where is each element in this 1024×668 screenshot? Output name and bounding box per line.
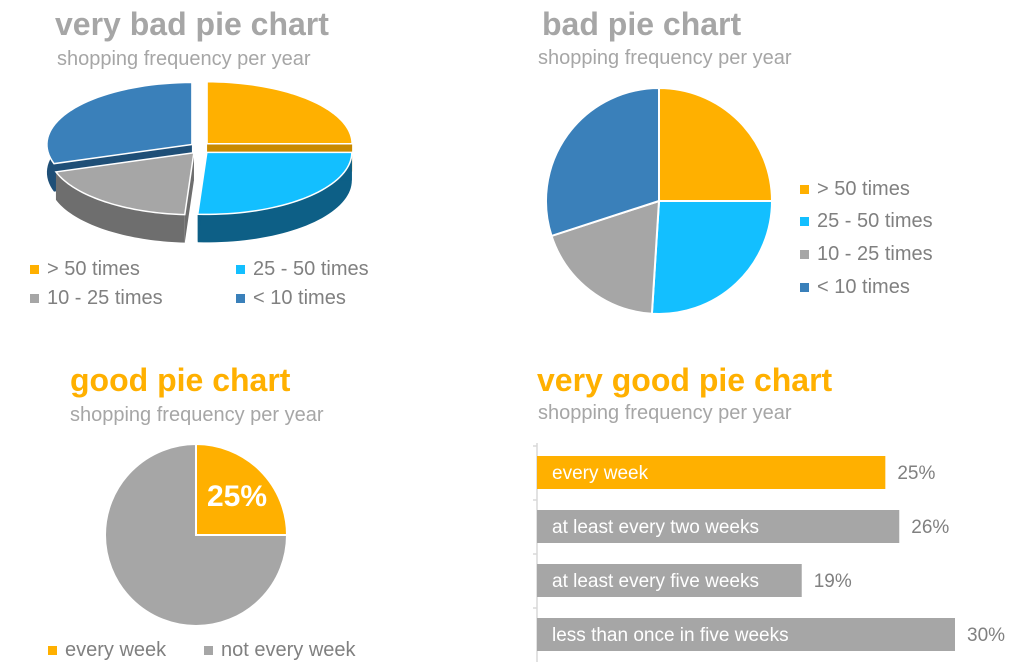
chart2-slice-3 (545, 86, 660, 238)
chart4-bar-label-3: less than once in five weeks (552, 625, 789, 646)
legend-label: 25 - 50 times (817, 210, 933, 232)
chart3-slice-1 (104, 442, 289, 627)
chart4-title: very good pie chart (537, 362, 833, 398)
chart1-legend-item-3: < 10 times (236, 287, 346, 310)
chart1-slice-2 (54, 151, 195, 216)
chart2-legend-item-3: < 10 times (800, 276, 910, 299)
chart2-slice-0 (658, 86, 774, 202)
chart3-slice-0 (195, 442, 289, 536)
legend-label: 10 - 25 times (817, 243, 933, 265)
chart1-slice-3 (46, 81, 193, 165)
legend-swatch (204, 646, 213, 655)
legend-swatch (30, 265, 39, 274)
chart2-legend-item-2: 10 - 25 times (800, 243, 933, 266)
chart2-slice-2 (550, 199, 661, 315)
chart4-value-label-2: 19% (814, 571, 852, 592)
chart4-bar-label-0: every week (552, 463, 649, 484)
chart4-value-label-0: 25% (897, 463, 935, 484)
chart3-legend: every week not every week (48, 639, 408, 665)
legend-label: < 10 times (817, 276, 910, 298)
legend-swatch (800, 250, 809, 259)
chart2-subtitle: shopping frequency per year (538, 47, 792, 69)
chart3-legend-item-0: every week (48, 639, 166, 662)
chart2-legend-item-0: > 50 times (800, 178, 910, 201)
legend-label: < 10 times (253, 287, 346, 309)
chart4-bar-label-1: at least every two weeks (552, 517, 759, 538)
chart4-bar-3 (537, 618, 955, 651)
chart4-value-label-1: 26% (911, 517, 949, 538)
chart1-legend-item-0: > 50 times (30, 258, 140, 281)
chart1-title: very bad pie chart (55, 6, 329, 42)
chart1-slice-0 (206, 81, 353, 145)
chart1-subtitle: shopping frequency per year (57, 48, 311, 70)
legend-label: every week (65, 639, 167, 661)
legend-swatch (48, 646, 57, 655)
legend-label: > 50 times (47, 258, 140, 280)
chart3-subtitle: shopping frequency per year (70, 404, 324, 426)
chart4-bar-0 (537, 456, 886, 489)
chart4-subtitle: shopping frequency per year (538, 402, 792, 424)
chart4-value-label-3: 30% (967, 625, 1005, 646)
legend-swatch (800, 185, 809, 194)
legend-label: not every week (221, 639, 356, 661)
chart2-title: bad pie chart (542, 6, 742, 42)
chart1-slice-1 (196, 151, 353, 216)
chart2-legend-item-1: 25 - 50 times (800, 210, 933, 233)
chart4-bar-1 (537, 510, 900, 543)
chart2-legend: > 50 times 25 - 50 times 10 - 25 times <… (800, 178, 1000, 308)
chart3-title: good pie chart (70, 362, 291, 398)
legend-label: 25 - 50 times (253, 258, 369, 280)
chart1-legend-item-1: 25 - 50 times (236, 258, 369, 281)
chart1-slice-side-2 (55, 171, 185, 243)
legend-swatch (30, 294, 39, 303)
chart1-legend-item-2: 10 - 25 times (30, 287, 163, 310)
chart3-legend-item-1: not every week (204, 639, 356, 662)
legend-swatch (800, 283, 809, 292)
chart3-data-label: 25% (207, 480, 267, 513)
legend-swatch (236, 265, 245, 274)
legend-label: > 50 times (817, 178, 910, 200)
chart4-bar-label-2: at least every five weeks (552, 571, 759, 592)
legend-swatch (800, 217, 809, 226)
chart4-bar-2 (537, 564, 802, 597)
legend-label: 10 - 25 times (47, 287, 163, 309)
legend-swatch (236, 294, 245, 303)
chart2-slice-1 (650, 200, 774, 315)
chart1-legend: > 50 times 25 - 50 times 10 - 25 times <… (30, 258, 410, 318)
chart1-slice-side-1 (197, 152, 352, 243)
